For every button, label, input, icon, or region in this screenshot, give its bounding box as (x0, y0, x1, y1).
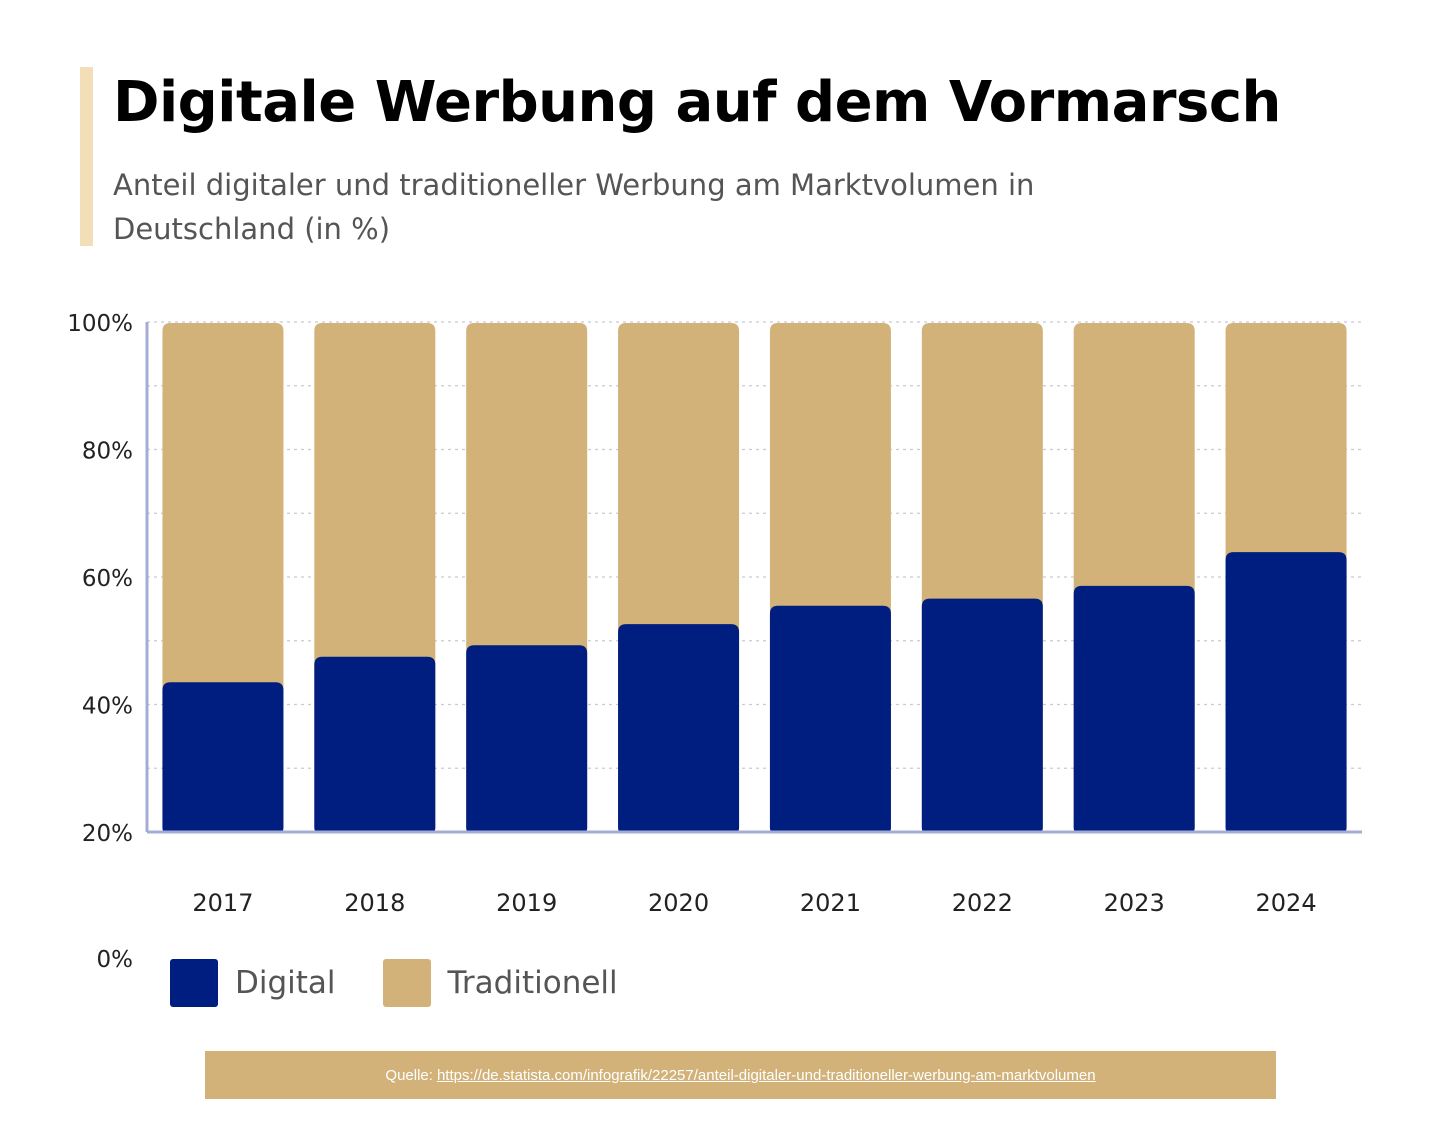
bar-digital (162, 682, 284, 832)
source-footer: Quelle: https://de.statista.com/infograf… (205, 1051, 1276, 1099)
page-title: Digitale Werbung auf dem Vormarsch (113, 70, 1281, 135)
x-tick-label: 2021 (800, 889, 861, 917)
bar-digital (314, 656, 436, 832)
legend-label-traditionell: Traditionell (447, 965, 618, 1001)
title-accent-bar (80, 67, 93, 246)
bar-digital (618, 624, 740, 832)
x-tick-label: 2022 (952, 889, 1013, 917)
y-tick-label: 80% (82, 439, 133, 465)
x-tick-label: 2019 (496, 889, 557, 917)
x-tick-label: 2020 (648, 889, 709, 917)
legend-label-digital: Digital (235, 965, 336, 1001)
bar-digital (1225, 552, 1347, 832)
legend-swatch-digital (170, 959, 218, 1007)
x-tick-label: 2017 (192, 889, 253, 917)
source-link[interactable]: https://de.statista.com/infografik/22257… (436, 1066, 1096, 1084)
page-subtitle: Anteil digitaler und traditioneller Werb… (113, 168, 1035, 246)
bar-digital (466, 645, 588, 832)
bar-digital (1073, 585, 1195, 832)
x-tick-label: 2018 (344, 889, 405, 917)
source-label: Quelle: (385, 1066, 433, 1084)
bar-digital (921, 598, 1043, 832)
x-tick-label: 2024 (1256, 889, 1317, 917)
x-tick-label: 2023 (1104, 889, 1165, 917)
y-tick-label: 40% (82, 694, 133, 720)
y-tick-label: 0% (97, 947, 134, 973)
y-tick-label: 20% (82, 821, 133, 847)
legend-swatch-traditionell (382, 959, 431, 1007)
legend: Digital Traditionell (170, 959, 665, 1007)
y-tick-label: 100% (67, 311, 133, 337)
bar-digital (769, 605, 891, 832)
y-tick-label: 60% (82, 566, 133, 592)
